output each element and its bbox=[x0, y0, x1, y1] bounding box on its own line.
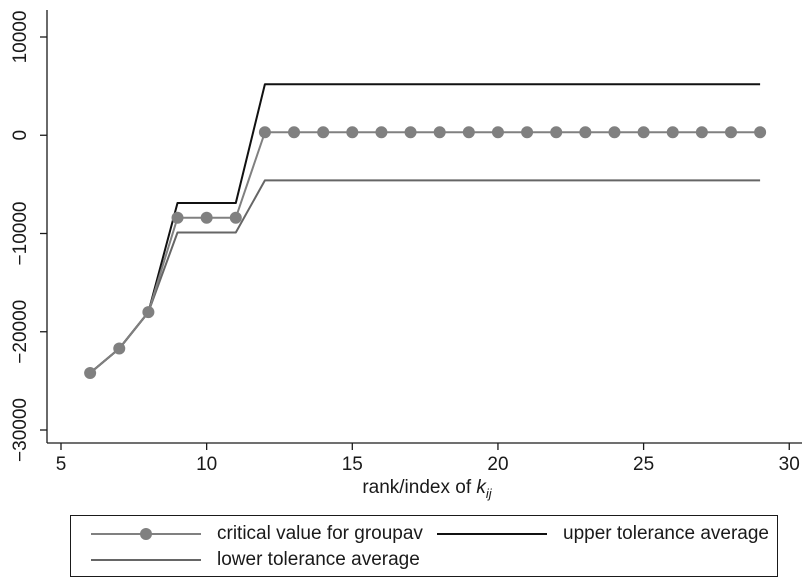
series-line-1 bbox=[89, 83, 761, 374]
data-point bbox=[375, 126, 388, 139]
legend-entry-lower: lower tolerance average bbox=[91, 549, 420, 571]
data-point bbox=[317, 126, 330, 139]
x-tick-label: 20 bbox=[487, 454, 508, 475]
data-point bbox=[608, 126, 621, 139]
legend-label-upper: upper tolerance average bbox=[563, 523, 769, 544]
data-point bbox=[433, 126, 446, 139]
data-point bbox=[200, 211, 213, 224]
data-point bbox=[724, 126, 737, 139]
data-point bbox=[491, 126, 504, 139]
x-tick-label: 5 bbox=[56, 454, 67, 475]
series-line-0 bbox=[89, 131, 761, 374]
y-tick-label: −10000 bbox=[10, 202, 31, 266]
x-tick-label: 25 bbox=[633, 454, 654, 475]
data-point bbox=[258, 126, 271, 139]
data-point bbox=[695, 126, 708, 139]
data-point bbox=[142, 306, 155, 319]
data-point bbox=[521, 126, 534, 139]
data-point bbox=[462, 126, 475, 139]
y-tick-label: 0 bbox=[10, 130, 31, 141]
legend-entry-critical: critical value for groupav bbox=[91, 523, 423, 545]
series-line-2 bbox=[89, 179, 761, 374]
data-point bbox=[346, 126, 359, 139]
y-tick-label: −20000 bbox=[10, 300, 31, 364]
legend-swatch-upper bbox=[437, 533, 547, 535]
data-point bbox=[754, 126, 767, 139]
line-chart: 10000 0 −10000 −20000 −30000 5 10 15 20 25 30 ran… bbox=[10, 10, 802, 501]
legend-label-lower: lower tolerance average bbox=[217, 549, 420, 570]
data-point bbox=[229, 211, 242, 224]
x-axis-label: rank/index of kij bbox=[362, 477, 492, 501]
data-point bbox=[550, 126, 563, 139]
y-tick-label: −30000 bbox=[10, 398, 31, 462]
legend-label-critical: critical value for groupav bbox=[217, 523, 423, 544]
data-point bbox=[171, 211, 184, 224]
data-point bbox=[404, 126, 417, 139]
legend-swatch-lower bbox=[91, 559, 201, 561]
data-point bbox=[288, 126, 301, 139]
data-point bbox=[579, 126, 592, 139]
data-point bbox=[113, 342, 126, 355]
data-point bbox=[84, 367, 97, 380]
y-tick-label: 10000 bbox=[10, 11, 31, 64]
legend-swatch-critical bbox=[91, 528, 201, 540]
data-point bbox=[666, 126, 679, 139]
data-point bbox=[637, 126, 650, 139]
x-tick-label: 30 bbox=[779, 454, 800, 475]
legend-entry-upper: upper tolerance average bbox=[437, 523, 769, 545]
x-tick-label: 15 bbox=[342, 454, 363, 475]
chart-legend: critical value for groupav upper toleran… bbox=[70, 515, 778, 577]
x-tick-label: 10 bbox=[196, 454, 217, 475]
